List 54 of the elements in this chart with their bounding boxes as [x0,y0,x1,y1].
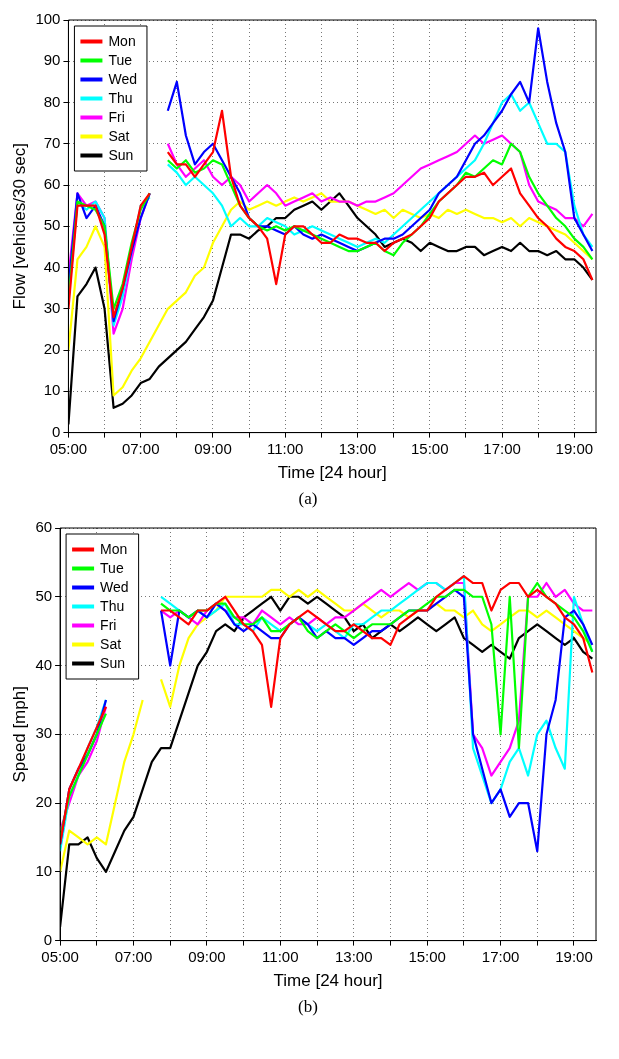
x-tick-label: 15:00 [411,439,449,457]
legend-label: Fri [100,617,117,634]
legend-label: Wed [100,579,129,596]
y-tick-label: 40 [43,257,61,275]
legend-label: Wed [108,71,137,88]
legend-label: Tue [108,52,133,69]
x-tick-label: 19:00 [555,439,594,457]
x-tick-label: 09:00 [194,439,232,457]
y-tick-label: 40 [35,655,53,673]
legend-label: Fri [108,109,125,126]
legend-label: Tue [100,560,124,577]
y-tick-label: 60 [43,175,61,193]
x-tick-label: 07:00 [121,439,160,457]
y-tick-label: 20 [35,793,53,811]
x-tick-label: 17:00 [483,439,521,457]
legend-label: Mon [100,541,128,558]
x-tick-label: 13:00 [338,439,377,457]
legend-label: Thu [100,598,125,615]
x-tick-label: 05:00 [49,439,88,457]
x-tick-label: 15:00 [408,947,446,965]
y-tick-label: 30 [43,298,61,316]
legend-label: Sun [108,147,134,164]
x-tick-label: 05:00 [41,947,79,965]
y-tick-label: 10 [35,861,53,879]
y-tick-label: 0 [52,422,61,440]
x-tick-label: 13:00 [334,947,373,965]
legend-label: Sat [100,636,122,653]
legend-label: Sun [100,655,126,672]
y-tick-label: 30 [35,724,53,742]
legend-label: Thu [108,90,133,107]
x-tick-label: 17:00 [481,947,520,965]
y-axis-title: Speed [mph] [9,686,29,783]
y-tick-label: 10 [43,381,61,399]
legend-label: Mon [108,33,136,50]
text: (b) [297,996,319,1018]
y-tick-label: 20 [43,340,61,358]
x-axis-title: Time [24 hour] [273,971,383,991]
y-tick-label: 70 [43,133,61,151]
x-tick-label: 09:00 [188,947,226,965]
x-axis-title: Time [24 hour] [277,463,387,483]
x-tick-label: 11:00 [262,947,299,965]
x-tick-label: 11:00 [267,439,304,457]
y-tick-label: 50 [43,216,61,234]
y-axis-title: Flow [vehicles/30 sec] [9,143,29,310]
x-tick-label: 19:00 [555,947,593,965]
y-tick-label: 50 [35,586,53,604]
y-tick-label: 80 [43,92,61,110]
y-tick-label: 90 [43,51,61,69]
y-tick-label: 100 [35,10,61,28]
text: (a) [297,488,319,510]
x-tick-label: 07:00 [114,947,153,965]
y-tick-label: 60 [35,518,53,536]
y-tick-label: 0 [43,930,53,948]
legend-label: Sat [108,128,130,145]
